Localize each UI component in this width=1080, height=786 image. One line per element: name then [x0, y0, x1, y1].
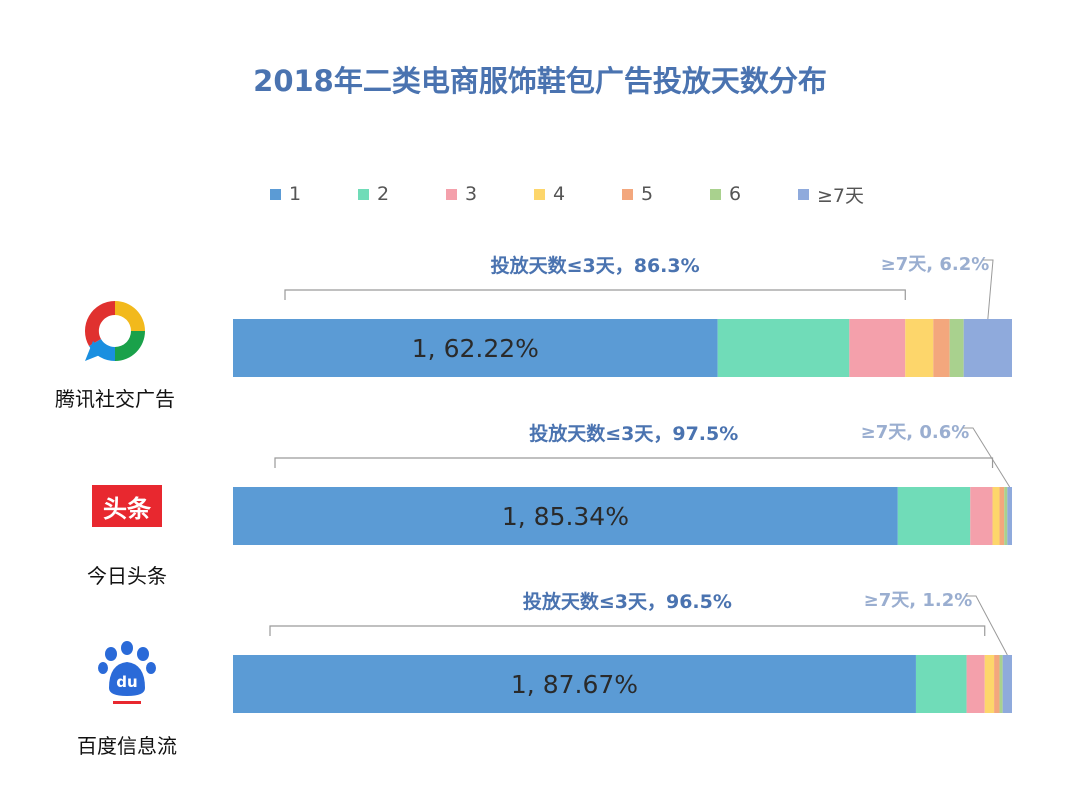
bar-segment: [849, 319, 906, 377]
bar-segment: [966, 655, 985, 713]
toutiao-logo: 头条: [92, 485, 162, 527]
bracket: [269, 625, 986, 636]
platform-label: 腾讯社交广告: [55, 387, 175, 411]
baidu-logo-text: du: [116, 673, 137, 691]
bracket: [274, 457, 994, 468]
legend-item: 2: [358, 180, 389, 208]
legend-swatch: [358, 188, 369, 200]
legend-label: 2: [377, 183, 390, 205]
bracket: [284, 289, 906, 300]
leader-line: [966, 595, 1008, 656]
tencent-social-ads-logo: [84, 301, 145, 361]
annotation-le3: 投放天数≤3天，97.5%: [529, 422, 738, 445]
bar-segment: [1007, 487, 1012, 545]
leader-line: [983, 259, 994, 320]
legend-swatch: [446, 188, 457, 200]
legend-label: 1: [289, 183, 302, 205]
bar-segment: [905, 319, 934, 377]
bar-segment: [970, 487, 993, 545]
bar-segment: [1002, 655, 1012, 713]
bar-segment: [999, 487, 1005, 545]
bar-segment: [933, 319, 950, 377]
bar-label: 1, 85.34%: [502, 502, 629, 531]
bar-segment: [233, 655, 916, 713]
legend-item: 1: [270, 180, 301, 208]
legend-item: 3: [446, 180, 477, 208]
leader-line: [963, 427, 1011, 488]
legend-item: 5: [622, 180, 653, 208]
legend-item: 6: [710, 180, 741, 208]
chart-title: 2018年二类电商服饰鞋包广告投放天数分布: [253, 64, 827, 98]
legend-label: ≥7天: [817, 184, 865, 207]
platform-baidu: du 百度信息流: [42, 640, 212, 765]
baidu-logo: du: [98, 641, 156, 704]
legend-item: 4: [534, 180, 565, 208]
bar-segment: [949, 319, 964, 377]
platform-label: 今日头条: [87, 564, 167, 588]
bar-segment: [984, 655, 995, 713]
bar-segment: [717, 319, 850, 377]
legend-label: 6: [729, 183, 742, 205]
bar-segment: [1004, 487, 1008, 545]
platform-tencent: 腾讯社交广告: [30, 295, 200, 415]
bar-segment: [999, 655, 1003, 713]
bar-label: 1, 62.22%: [412, 334, 539, 363]
annotation-le3: 投放天数≤3天，96.5%: [523, 590, 732, 613]
bar-segment: [233, 319, 718, 377]
legend-swatch: [710, 188, 721, 200]
legend-swatch: [270, 188, 281, 200]
annotation-ge7: ≥7天, 6.2%: [881, 254, 990, 275]
legend-swatch: [534, 188, 545, 200]
bar-segment: [897, 487, 971, 545]
legend-label: 3: [465, 183, 478, 205]
annotation-ge7: ≥7天, 1.2%: [864, 590, 973, 611]
bar-segment: [994, 655, 1000, 713]
legend-label: 5: [641, 183, 654, 205]
bar-segment: [915, 655, 967, 713]
platform-label: 百度信息流: [77, 734, 177, 758]
bar-segment: [963, 319, 1012, 377]
bar-segment: [233, 487, 898, 545]
toutiao-logo-text: 头条: [103, 494, 151, 523]
bar-segment: [992, 487, 1000, 545]
annotation-le3: 投放天数≤3天，86.3%: [491, 254, 700, 277]
platform-toutiao: 头条 今日头条: [42, 485, 212, 588]
annotation-ge7: ≥7天, 0.6%: [861, 422, 970, 443]
bar-label: 1, 87.67%: [511, 670, 638, 699]
legend-swatch: [798, 188, 809, 200]
legend-item: ≥7天: [798, 180, 864, 208]
legend-label: 4: [553, 183, 566, 205]
legend-swatch: [622, 188, 633, 200]
